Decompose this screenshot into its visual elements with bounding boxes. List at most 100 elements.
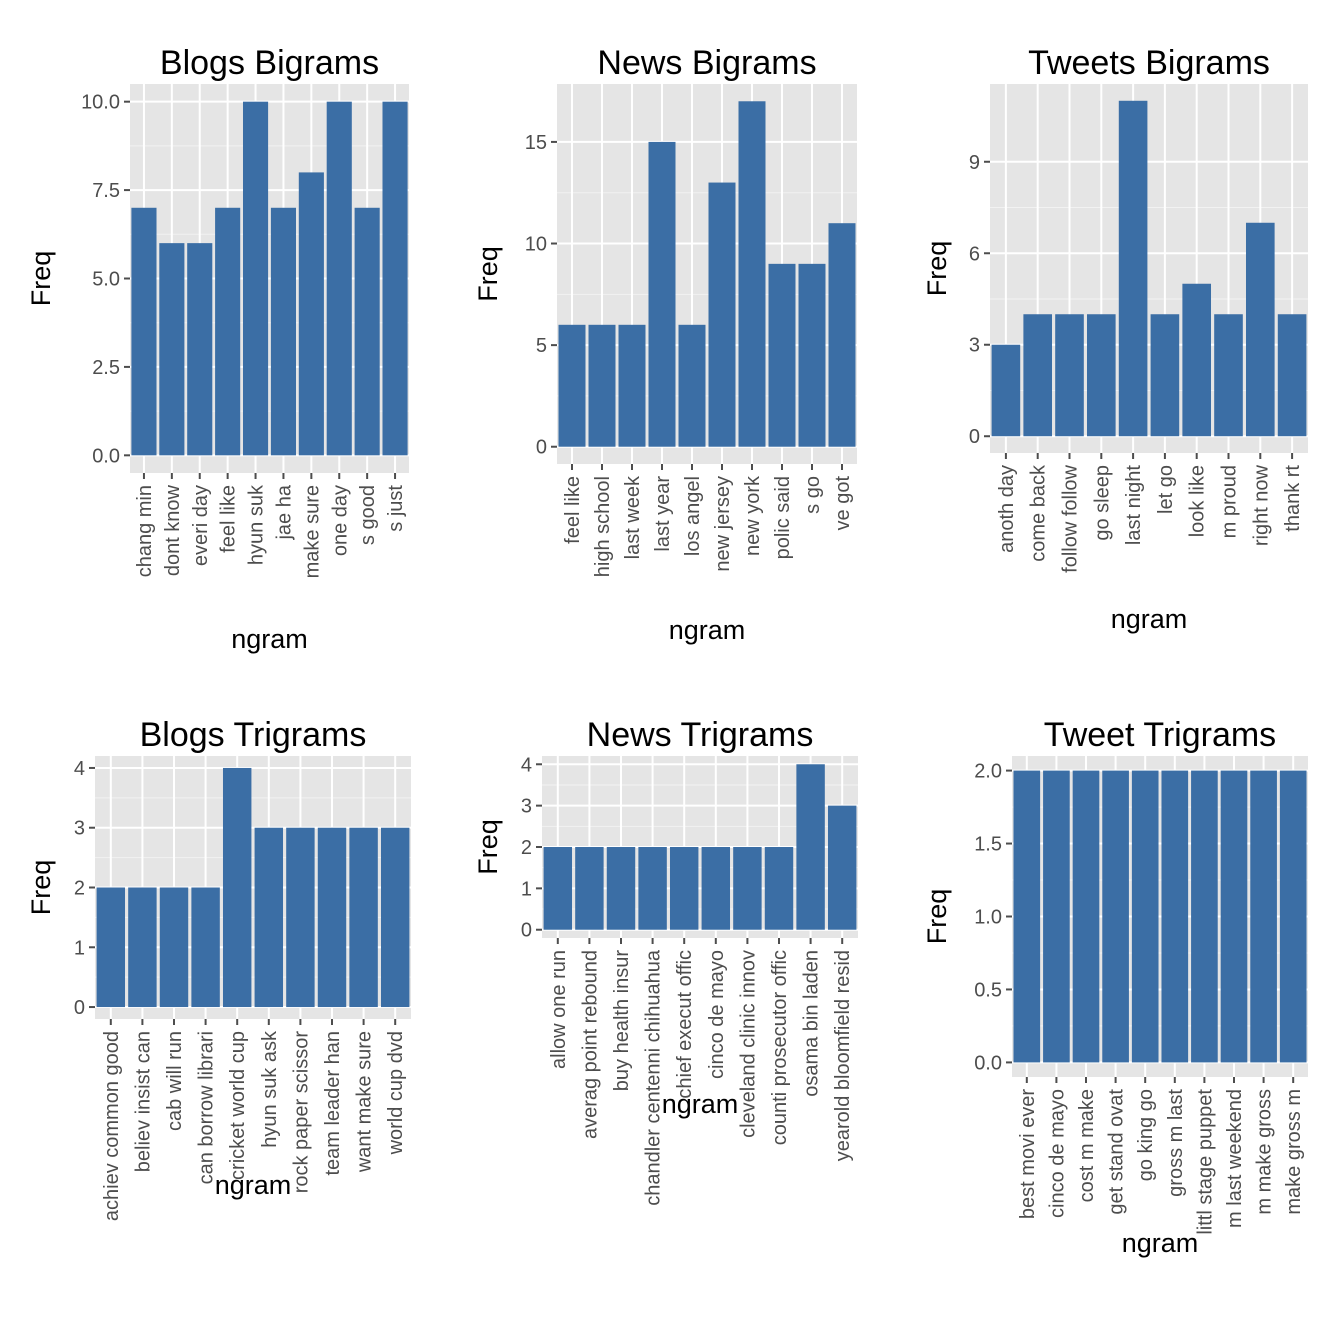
y-tick-label: 5.0 [92,269,120,291]
x-tick-label: get stand ovat [1106,1089,1128,1215]
y-tick-label: 6 [969,243,980,265]
bar [991,344,1021,437]
bar [270,207,297,456]
y-tick-label: 0 [969,426,980,448]
y-tick-label: 1.5 [974,834,1002,856]
x-tick-label: anoth day [996,465,1018,553]
bar [254,827,284,1008]
y-axis-title: Freq [473,819,503,875]
bar [1055,314,1084,437]
x-tick-label: one day [329,485,351,556]
x-tick-label: cleveland clinic innov [737,950,759,1138]
x-tick-label: right now [1250,464,1272,546]
x-tick-label: cricket world cup [227,1031,249,1180]
chart-panel: 0 1 2 3 4 allow one run averag point rebound bu… [473,716,858,1206]
x-tick-label: dont know [162,484,184,576]
bar [286,827,315,1008]
bar [222,767,252,1008]
bar [1023,314,1053,437]
y-tick-label: 2.0 [974,761,1002,783]
bar [827,805,857,930]
x-tick-label: m last weekend [1224,1089,1246,1228]
bar [648,141,676,447]
bar [618,324,646,447]
y-tick-label: 2 [521,837,532,859]
x-tick-label: averag point rebound [579,950,601,1139]
chart-panel: 0 1 2 3 4 achiev common good believ insist can… [26,716,411,1221]
x-tick-label: follow follow [1060,464,1082,572]
y-axis-title: Freq [922,889,952,945]
y-tick-label: 4 [521,754,532,776]
bar [1182,283,1212,437]
bar [768,263,796,447]
bar [191,887,220,1008]
x-tick-label: want make sure [354,1031,376,1173]
x-tick-label: high school [592,476,614,577]
y-tick-label: 0.0 [974,1052,1002,1074]
x-tick-label: allow one run [548,950,570,1069]
x-tick-label: littl stage puppet [1194,1089,1216,1235]
x-tick-label: hyun suk [246,484,268,565]
y-tick-label: 15 [525,132,547,154]
x-tick-label: s good [357,485,379,545]
bar [588,324,616,447]
bar [638,847,667,930]
y-axis-title: Freq [26,251,56,307]
bar [543,847,573,930]
chart-title: Tweets Bigrams [1028,44,1270,82]
x-tick-label: cinco de mayo [706,950,728,1079]
x-axis-title: ngram [669,615,746,645]
x-tick-label: chief execut offic [674,950,696,1099]
bar [796,764,825,930]
bar [1131,770,1159,1063]
x-axis-title: ngram [1111,604,1188,634]
bar [1118,100,1148,437]
chart-panel: 0 3 6 9 anoth day come back follow follow go sl… [922,44,1308,634]
bar [159,243,185,456]
y-tick-label: 0.0 [92,445,120,467]
x-tick-label: cab will run [164,1031,186,1131]
bar [131,207,157,456]
x-tick-label: come back [1028,464,1050,562]
x-tick-label: hyun suk ask [259,1030,281,1148]
chart-panel: 0 5 10 15 feel like high school last week last … [473,44,857,645]
x-tick-label: everi day [190,485,212,566]
bar [1013,770,1041,1063]
bar [575,847,604,930]
y-tick-label: 1 [74,937,85,959]
x-tick-label: last night [1123,465,1145,545]
x-tick-label: buy health insur [611,950,633,1092]
y-tick-label: 0 [536,437,547,459]
y-tick-label: 0 [74,997,85,1019]
y-tick-label: 10 [525,234,547,256]
x-axis-title: ngram [662,1089,739,1119]
chart-title: Blogs Trigrams [140,716,367,754]
x-tick-label: look like [1187,465,1209,537]
bar [669,847,699,930]
x-tick-label: cinco de mayo [1046,1089,1068,1218]
bar [1245,222,1275,437]
x-tick-label: rock paper scissor [290,1031,312,1194]
bar [96,887,126,1008]
x-tick-label: osama bin laden [801,950,823,1097]
x-axis-title: ngram [231,624,308,654]
bar [317,827,347,1008]
x-tick-label: make sure [301,485,323,578]
x-tick-label: cost m make [1076,1089,1098,1202]
y-tick-label: 1 [521,878,532,900]
x-tick-label: last year [652,476,674,552]
chart-panel: 0.0 0.5 1.0 1.5 2.0 best movi ever cinco de ma… [922,716,1308,1258]
bar [1220,770,1248,1063]
bar [382,101,408,456]
bar [828,223,856,447]
bar [1072,770,1100,1063]
x-tick-label: m make gross [1254,1089,1276,1215]
y-tick-label: 2.5 [92,357,120,379]
bar [1102,770,1129,1063]
x-tick-label: los angel [682,476,704,556]
x-tick-label: last week [622,475,644,559]
x-tick-label: world cup dvd [385,1031,407,1155]
bar [215,207,241,456]
bar [764,847,794,930]
